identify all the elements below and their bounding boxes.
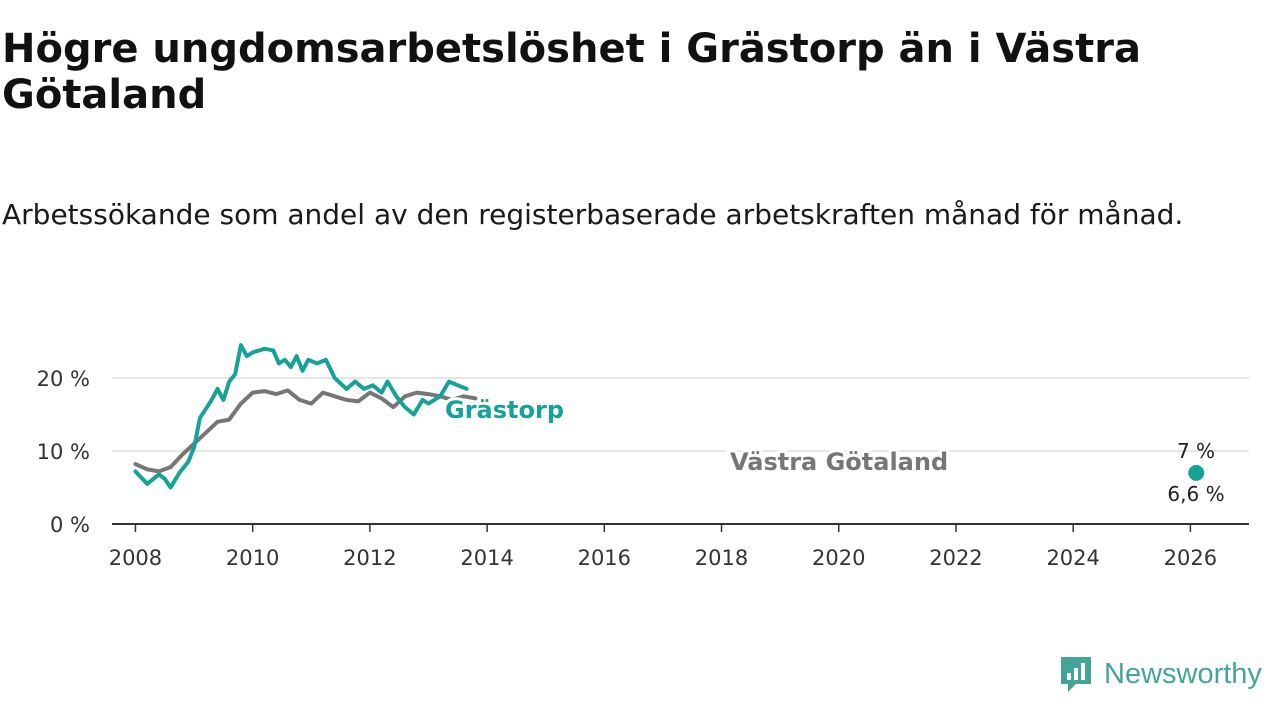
x-tick-label: 2018 (695, 546, 748, 570)
newsworthy-logo: Newsworthy (1058, 654, 1262, 694)
y-tick-label: 0 % (50, 513, 90, 537)
x-tick-label: 2022 (929, 546, 982, 570)
x-tick-label: 2010 (226, 546, 279, 570)
series-line-grastorp (133, 343, 469, 490)
y-axis-tick-labels: 0 % 10 % 20 % (37, 367, 90, 537)
end-label-vastra-gotaland: 7 % (1177, 439, 1215, 463)
x-tick-label: 2026 (1164, 546, 1217, 570)
x-tick-label: 2020 (812, 546, 865, 570)
newsworthy-logo-icon (1061, 657, 1091, 692)
series-labels: Grästorp Västra Götaland 7 % 6,6 % (442, 393, 1225, 506)
end-label-grastorp: 6,6 % (1167, 482, 1224, 506)
chart-subtitle: Arbetssökande som andel av den registerb… (2, 198, 1184, 231)
x-axis-ticks: 2008 2010 2012 2014 2016 2018 2020 2022 2024 2026 (109, 524, 1217, 570)
x-tick-label: 2014 (460, 546, 513, 570)
x-tick-label: 2016 (578, 546, 631, 570)
x-tick-label: 2012 (343, 546, 396, 570)
series-label-grastorp: Grästorp (445, 396, 564, 424)
grid-lines (112, 377, 1249, 452)
end-point-marker (1188, 464, 1205, 481)
series-label-vastra-gotaland: Västra Götaland (730, 448, 948, 476)
x-tick-label: 2008 (109, 546, 162, 570)
y-tick-label: 20 % (37, 367, 90, 391)
series-line-vastra-gotaland (133, 388, 478, 474)
newsworthy-logo-text: Newsworthy (1104, 657, 1262, 690)
x-tick-label: 2024 (1046, 546, 1099, 570)
chart-title: Högre ungdomsarbetslöshet i Grästorp än … (2, 26, 1141, 118)
series-lines (133, 343, 478, 490)
y-tick-label: 10 % (37, 440, 90, 464)
